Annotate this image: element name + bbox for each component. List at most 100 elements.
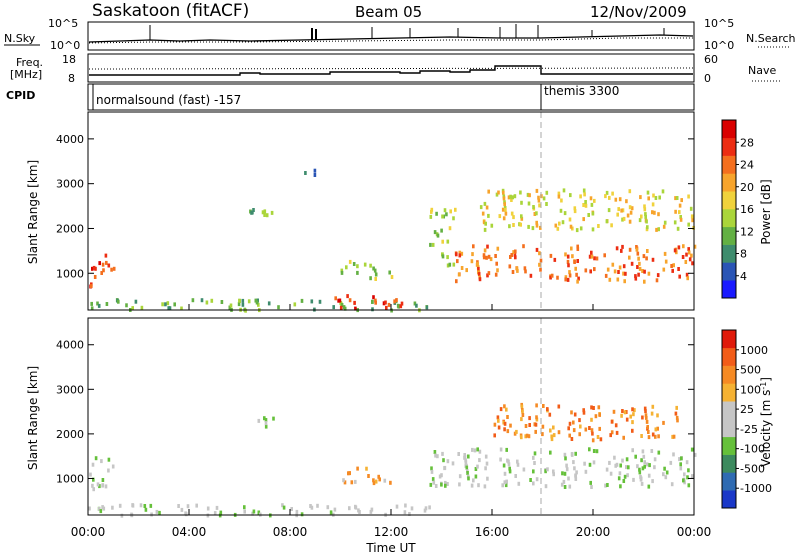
scatter-cell <box>247 299 251 304</box>
scatter-cell <box>651 479 654 484</box>
scatter-cell <box>671 268 674 273</box>
scatter-cell <box>509 255 512 259</box>
scatter-cell <box>575 470 578 475</box>
scatter-cell <box>503 480 507 485</box>
scatter-cell <box>446 459 450 464</box>
scatter-cell <box>508 469 512 474</box>
scatter-cell <box>639 477 643 482</box>
scatter-cell <box>605 467 609 472</box>
nsky-spikes <box>149 24 665 40</box>
scatter-cell <box>464 460 468 465</box>
scatter-cell <box>607 208 611 213</box>
scatter-cell <box>94 456 98 461</box>
scatter-cell <box>588 254 592 259</box>
scatter-cell <box>590 250 593 255</box>
scatter-cell <box>582 203 585 207</box>
scatter-cell <box>499 447 503 452</box>
scatter-cell <box>549 450 552 455</box>
scatter-cell <box>532 481 535 486</box>
scatter-cell <box>678 203 682 208</box>
scatter-cell <box>552 472 555 477</box>
colorbar-swatch <box>722 383 736 402</box>
scatter-cell <box>91 483 94 488</box>
scatter-cell <box>670 482 674 487</box>
scatter-cell <box>465 268 468 273</box>
scatter-cell <box>521 409 524 414</box>
freq-unit-label: [MHz] <box>10 68 42 81</box>
scatter-cell <box>100 271 103 275</box>
scatter-cell <box>373 268 377 273</box>
colorbar-tick-label: 500 <box>740 364 761 377</box>
scatter-cell <box>688 257 692 262</box>
beam-title: Beam 05 <box>355 3 422 21</box>
colorbar-swatch <box>722 330 736 349</box>
scatter-cell <box>473 448 477 453</box>
scatter-cell <box>446 255 449 260</box>
scatter-cell <box>642 454 646 459</box>
scatter-cell <box>131 503 135 508</box>
scatter-cell <box>541 424 545 429</box>
scatter-cell <box>539 225 542 230</box>
scatter-cell <box>265 213 269 218</box>
scatter-cell <box>647 435 651 440</box>
scatter-cell <box>646 462 649 467</box>
scatter-cell <box>495 261 498 266</box>
colorbar-tick-label: 100 <box>740 383 761 396</box>
scatter-cell <box>229 303 233 308</box>
cpid-panel <box>87 83 695 111</box>
scatter-cell <box>553 257 557 262</box>
y-tick-label: 3000 <box>56 383 84 396</box>
scatter-cell <box>525 433 529 438</box>
scatter-cell <box>496 268 499 273</box>
scatter-cell <box>577 276 580 281</box>
scatter-cell <box>558 221 561 226</box>
station-title: Saskatoon (fitACF) <box>92 1 249 21</box>
x-tick-label: 04:00 <box>172 525 207 539</box>
scatter-cell <box>549 253 553 258</box>
scatter-cell <box>337 298 340 303</box>
scatter-cell <box>505 447 508 452</box>
scatter-cell <box>504 207 507 212</box>
scatter-cell <box>430 469 434 474</box>
scatter-cell <box>537 198 541 203</box>
scatter-cell <box>309 504 312 508</box>
scatter-cell <box>471 252 474 257</box>
scatter-cell <box>620 248 623 253</box>
scatter-cell <box>149 503 153 508</box>
scatter-cell <box>579 424 582 429</box>
scatter-cell <box>434 484 438 488</box>
nsearch-tick-bottom: 10^0 <box>704 39 734 52</box>
scatter-cell <box>455 252 458 257</box>
scatter-cell <box>372 478 375 483</box>
scatter-cell <box>644 413 648 418</box>
scatter-cell <box>572 420 575 425</box>
scatter-cell <box>630 206 634 211</box>
nsearch-label: N.Search <box>746 32 796 45</box>
scatter-cell <box>662 472 665 477</box>
scatter-cell <box>623 279 626 284</box>
scatter-cell <box>517 481 521 486</box>
scatter-cell <box>638 470 642 475</box>
scatter-cell <box>120 513 124 518</box>
scatter-cell <box>90 306 94 311</box>
scatter-cell <box>675 415 679 420</box>
scatter-cell <box>538 262 541 267</box>
scatter-cell <box>472 478 475 483</box>
scatter-cell <box>614 463 617 468</box>
date-title: 12/Nov/2009 <box>590 3 687 21</box>
scatter-cell <box>173 302 176 307</box>
scatter-cell <box>504 211 508 216</box>
scatter-cell <box>489 257 493 262</box>
scatter-cell <box>611 191 614 196</box>
scatter-cell <box>534 429 537 434</box>
scatter-cell <box>632 477 635 482</box>
scatter-cell <box>567 426 570 431</box>
scatter-cell <box>561 471 564 476</box>
scatter-cell <box>535 247 539 252</box>
scatter-cell <box>594 414 598 419</box>
scatter-cell <box>582 410 586 415</box>
scatter-cell <box>670 264 673 268</box>
scatter-cell <box>687 483 691 488</box>
scatter-cell <box>640 481 644 486</box>
scatter-cell <box>313 173 317 177</box>
